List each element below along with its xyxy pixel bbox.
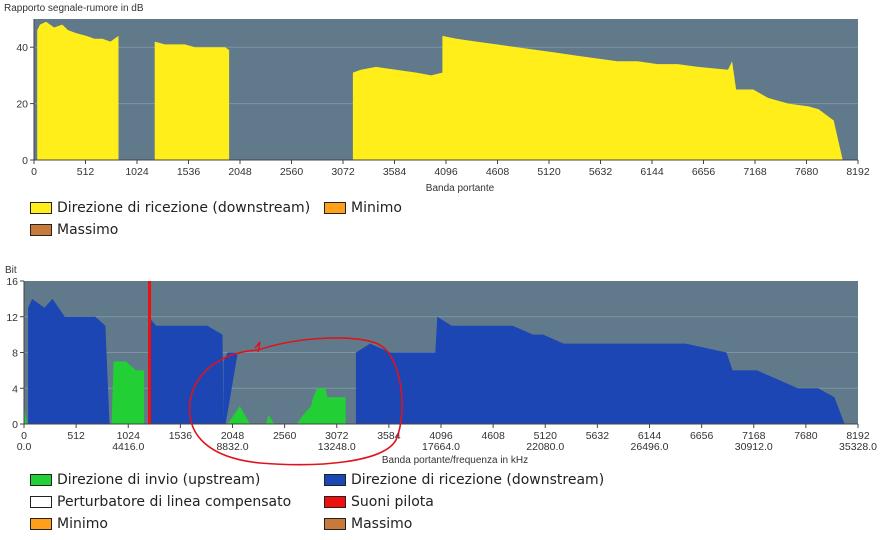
- legend-label: Suoni pilota: [351, 494, 434, 510]
- legend-label: Direzione di ricezione (downstream): [351, 472, 604, 488]
- legend-item-downstream: Direzione di ricezione (downstream): [30, 200, 310, 216]
- x-tick-label: 8192: [846, 166, 870, 178]
- y-tick-label: 20: [16, 99, 28, 111]
- x-tick-label: 6144: [640, 166, 664, 178]
- x-axis-title: Banda portante: [426, 183, 495, 194]
- legend-label: Minimo: [57, 516, 108, 532]
- x-tick-label: 512: [77, 166, 95, 178]
- legend-item-massimo: Massimo: [324, 516, 412, 532]
- x-tick-label-freq: 0.0: [17, 441, 32, 453]
- x-tick-label: 6656: [692, 166, 716, 178]
- legend-swatch: [324, 474, 346, 486]
- x-tick-label-freq: 35328.0: [839, 441, 877, 453]
- x-tick-label: 6656: [690, 430, 714, 442]
- y-tick-label: 4: [12, 383, 18, 395]
- x-tick-label: 4096: [434, 166, 458, 178]
- legend-item-crosstalk: Perturbatore di linea compensato: [30, 494, 291, 510]
- x-tick-label: 1536: [169, 430, 193, 442]
- legend-swatch: [30, 202, 52, 214]
- legend-swatch: [324, 202, 346, 214]
- x-axis-title: Banda portante/frequenza in kHz: [382, 455, 528, 466]
- x-tick-label: 5632: [589, 166, 613, 178]
- legend-swatch: [30, 518, 52, 530]
- x-tick-label: 3072: [331, 166, 355, 178]
- y-tick-label: 12: [6, 312, 18, 324]
- x-tick-label: 4608: [486, 166, 510, 178]
- x-tick-label: 0: [31, 166, 37, 178]
- x-tick-label: 4608: [481, 430, 505, 442]
- x-tick-label: 5120: [537, 166, 561, 178]
- legend-swatch: [30, 474, 52, 486]
- x-tick-label: 3584: [383, 166, 407, 178]
- legend-label: Direzione di invio (upstream): [57, 472, 260, 488]
- x-tick-label-freq: 8832.0: [216, 441, 248, 453]
- x-tick-label: 2560: [273, 430, 297, 442]
- y-tick-label: 40: [16, 42, 28, 54]
- x-tick-label: 2560: [280, 166, 304, 178]
- x-tick-label-freq: 4416.0: [112, 441, 144, 453]
- y-tick-label: 0: [22, 155, 28, 167]
- x-tick-label-freq: 26496.0: [631, 441, 669, 453]
- legend-item-minimo: Minimo: [30, 516, 108, 532]
- legend-swatch: [30, 224, 52, 236]
- legend-swatch: [324, 518, 346, 530]
- chart-title: Rapporto segnale-rumore in dB: [4, 3, 144, 14]
- legend-label: Minimo: [351, 200, 402, 216]
- x-tick-label: 7680: [795, 166, 819, 178]
- y-tick-label: 8: [12, 348, 18, 360]
- x-tick-label: 1024: [125, 166, 149, 178]
- x-tick-label-freq: 13248.0: [318, 441, 356, 453]
- y-tick-label: 0: [12, 419, 18, 431]
- legend-label: Direzione di ricezione (downstream): [57, 200, 310, 216]
- x-tick-label-freq: 30912.0: [735, 441, 773, 453]
- x-tick-label: 7680: [794, 430, 818, 442]
- legend-item-minimo: Minimo: [324, 200, 402, 216]
- legend-label: Massimo: [57, 222, 118, 238]
- legend-item-downstream: Direzione di ricezione (downstream): [324, 472, 604, 488]
- x-tick-label: 512: [67, 430, 85, 442]
- chart-title: Bit: [5, 265, 17, 276]
- x-tick-label: 2048: [228, 166, 252, 178]
- legend-swatch: [30, 496, 52, 508]
- x-tick-label: 1536: [177, 166, 201, 178]
- x-tick-label-freq: 17664.0: [422, 441, 460, 453]
- legend-item-upstream: Direzione di invio (upstream): [30, 472, 260, 488]
- y-tick-label: 16: [6, 276, 18, 288]
- legend-item-pilot: Suoni pilota: [324, 494, 434, 510]
- legend-item-massimo: Massimo: [30, 222, 118, 238]
- x-tick-label-freq: 22080.0: [526, 441, 564, 453]
- legend-label: Massimo: [351, 516, 412, 532]
- x-tick-label: 5632: [586, 430, 610, 442]
- legend-label: Perturbatore di linea compensato: [57, 494, 291, 510]
- legend-swatch: [324, 496, 346, 508]
- x-tick-label: 7168: [743, 166, 767, 178]
